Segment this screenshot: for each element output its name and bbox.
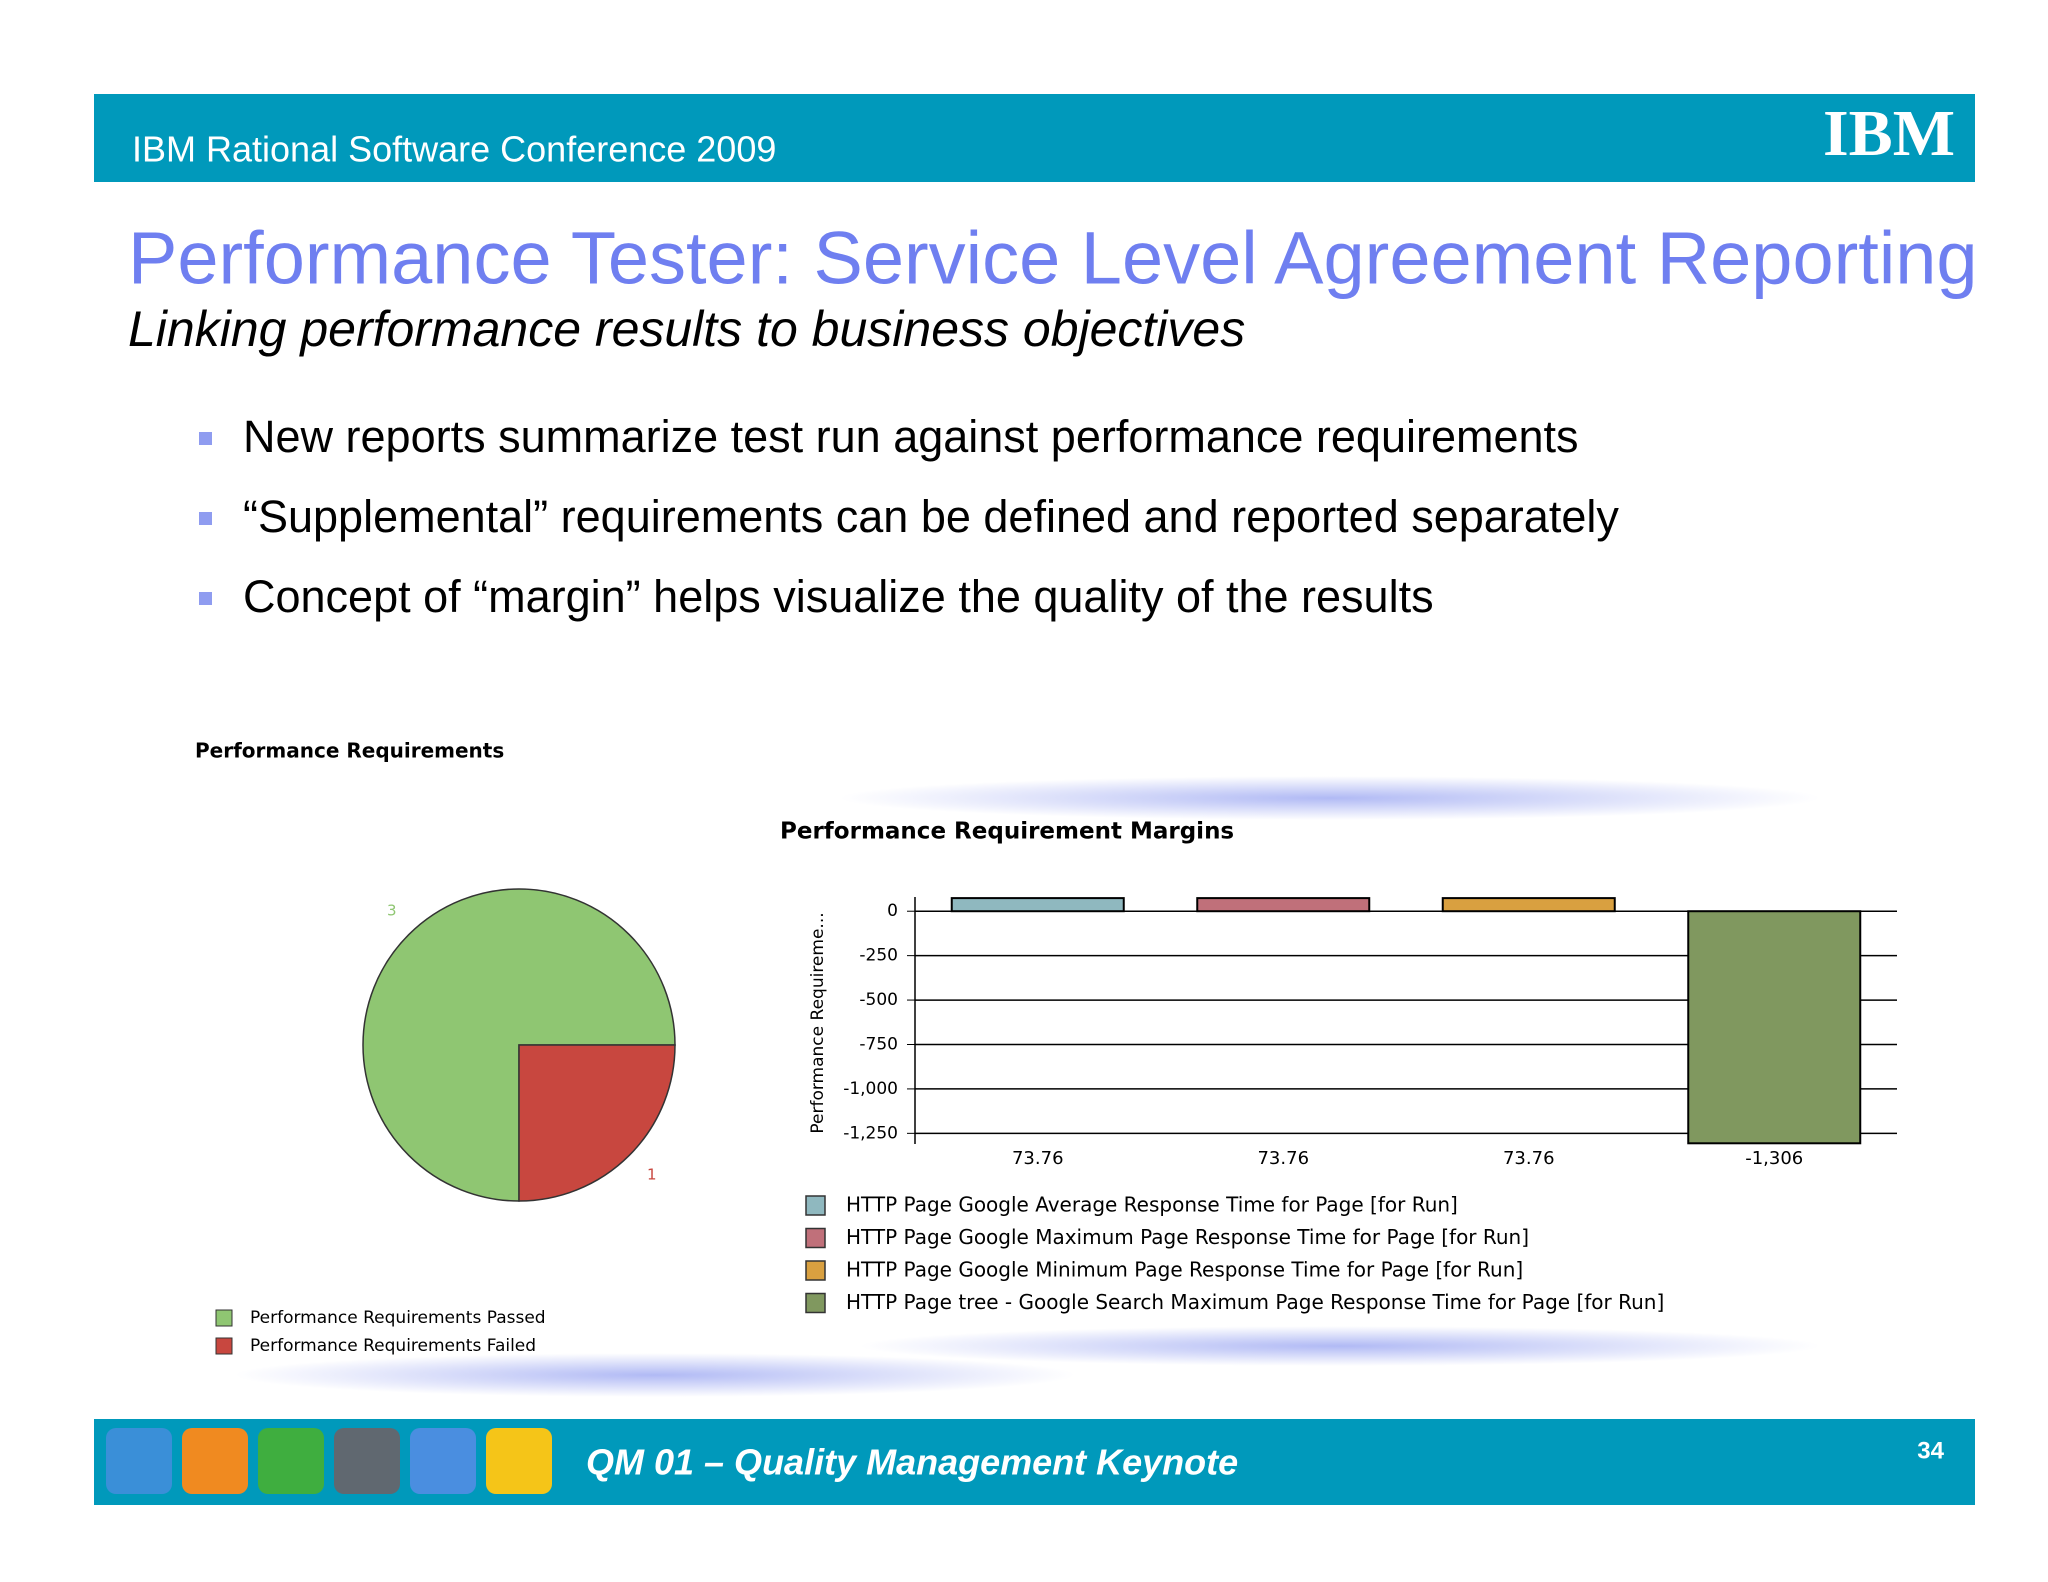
legend-label: HTTP Page Google Average Response Time f… <box>846 1193 1458 1217</box>
legend-swatch <box>215 1309 233 1327</box>
icon <box>182 1428 248 1494</box>
pie-slice <box>518 1044 676 1202</box>
legend-swatch <box>805 1292 826 1314</box>
bullet-marker <box>199 512 212 525</box>
legend-label: HTTP Page Google Maximum Page Response T… <box>846 1225 1529 1249</box>
chart-title: Performance Requirements <box>195 739 504 763</box>
glow <box>860 1326 1820 1366</box>
footer-text: QM 01 – Quality Management Keynote <box>586 1442 1238 1483</box>
bar <box>950 897 1125 913</box>
bar <box>1441 897 1616 913</box>
bullet: “Supplemental” requirements can be defin… <box>243 491 1619 542</box>
legend-label: HTTP Page Google Minimum Page Response T… <box>846 1258 1523 1282</box>
data-label: -1,306 <box>1745 1148 1803 1169</box>
icon <box>106 1428 172 1494</box>
y-tick-label: -250 <box>859 946 898 966</box>
bullet: Concept of “margin” helps visualize the … <box>243 571 1434 622</box>
icon <box>258 1428 324 1494</box>
glow <box>840 776 1820 820</box>
data-label: 73.76 <box>1012 1148 1064 1169</box>
data-label: 73.76 <box>1503 1148 1555 1169</box>
subtitle: Linking performance results to business … <box>128 301 1245 357</box>
title: Performance Tester: Service Level Agreem… <box>128 217 1978 300</box>
pie-slice <box>362 888 676 1202</box>
logo: IBM <box>1823 97 1955 170</box>
icon <box>334 1428 400 1494</box>
bullet: New reports summarize test run against p… <box>243 411 1579 462</box>
legend-swatch <box>805 1227 826 1249</box>
conference: IBM Rational Software Conference 2009 <box>132 129 776 170</box>
legend-swatch <box>805 1195 826 1216</box>
icon <box>410 1428 476 1494</box>
data-label: 3 <box>387 902 397 920</box>
y-tick-label: -500 <box>859 990 898 1010</box>
footer-icons <box>106 1428 552 1494</box>
legend-label: Performance Requirements Failed <box>250 1336 536 1356</box>
data-label: 73.76 <box>1257 1148 1309 1169</box>
y-tick-label: -1,250 <box>843 1123 898 1143</box>
icon <box>486 1428 552 1494</box>
y-tick-label: 0 <box>887 901 898 921</box>
header-bar <box>94 94 1975 182</box>
bar <box>1687 910 1862 1145</box>
y-axis-label: Performance Requireme... <box>808 912 828 1133</box>
glow <box>235 1353 1075 1397</box>
bullet-marker <box>199 432 212 445</box>
legend-label: HTTP Page tree - Google Search Maximum P… <box>846 1290 1664 1314</box>
y-tick-label: -750 <box>859 1034 898 1054</box>
chart-title: Performance Requirement Margins <box>780 819 1234 845</box>
data-label: 1 <box>647 1166 657 1184</box>
bar <box>1196 897 1371 913</box>
bullets: New reports summarize test run against p… <box>199 411 1619 622</box>
legend-swatch <box>805 1260 826 1281</box>
legend-swatch <box>215 1337 233 1355</box>
y-tick-label: -1,000 <box>843 1079 898 1099</box>
footer-bar <box>94 1419 1975 1505</box>
page-number: 34 <box>1917 1437 1944 1464</box>
bullet-marker <box>199 592 212 605</box>
legend-label: Performance Requirements Passed <box>250 1308 546 1328</box>
